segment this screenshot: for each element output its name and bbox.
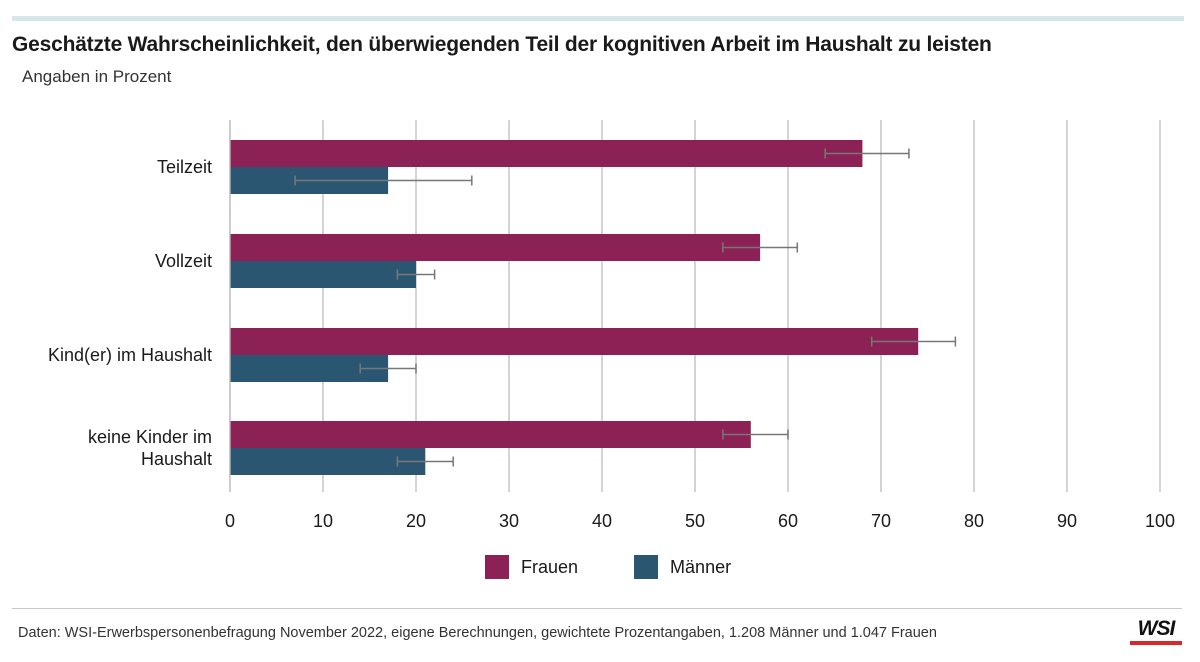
x-tick-label: 90 xyxy=(1057,511,1077,531)
x-tick-label: 10 xyxy=(313,511,333,531)
x-tick-label: 50 xyxy=(685,511,705,531)
source-note: Daten: WSI-Erwerbspersonenbefragung Nove… xyxy=(18,625,937,641)
bar-frauen xyxy=(230,140,863,167)
footer-rule xyxy=(12,608,1182,609)
legend-item-frauen: Frauen xyxy=(485,555,578,579)
wsi-logo: WSI xyxy=(1130,618,1182,645)
x-tick-label: 40 xyxy=(592,511,612,531)
legend-swatch-frauen xyxy=(485,555,509,579)
legend-label-maenner: Männer xyxy=(670,556,732,577)
x-tick-label: 0 xyxy=(225,511,235,531)
x-tick-label: 30 xyxy=(499,511,519,531)
legend: Frauen Männer xyxy=(485,555,787,579)
x-tick-label: 20 xyxy=(406,511,426,531)
category-label: Teilzeit xyxy=(157,157,212,177)
chart-subtitle: Angaben in Prozent xyxy=(22,67,172,86)
x-tick-label: 70 xyxy=(871,511,891,531)
wsi-logo-bar xyxy=(1130,641,1182,645)
category-label: keine Kinder im xyxy=(88,427,212,447)
chart-title: Geschätzte Wahrscheinlichkeit, den überw… xyxy=(12,33,992,56)
wsi-logo-text: WSI xyxy=(1137,617,1176,640)
legend-swatch-maenner xyxy=(634,555,659,579)
top-rule xyxy=(12,16,1184,21)
bar-männer xyxy=(230,261,416,288)
legend-label-frauen: Frauen xyxy=(521,556,579,577)
bar-männer xyxy=(230,448,426,475)
x-tick-label: 80 xyxy=(964,511,984,531)
x-tick-label: 100 xyxy=(1145,511,1175,531)
legend-item-maenner: Männer xyxy=(634,555,731,579)
bar-frauen xyxy=(230,421,751,448)
x-tick-label: 60 xyxy=(778,511,798,531)
bar-frauen xyxy=(230,328,919,355)
bar-frauen xyxy=(230,234,761,261)
category-label: Vollzeit xyxy=(155,251,212,271)
category-label: Haushalt xyxy=(141,449,212,469)
category-label: Kind(er) im Haushalt xyxy=(48,345,212,365)
